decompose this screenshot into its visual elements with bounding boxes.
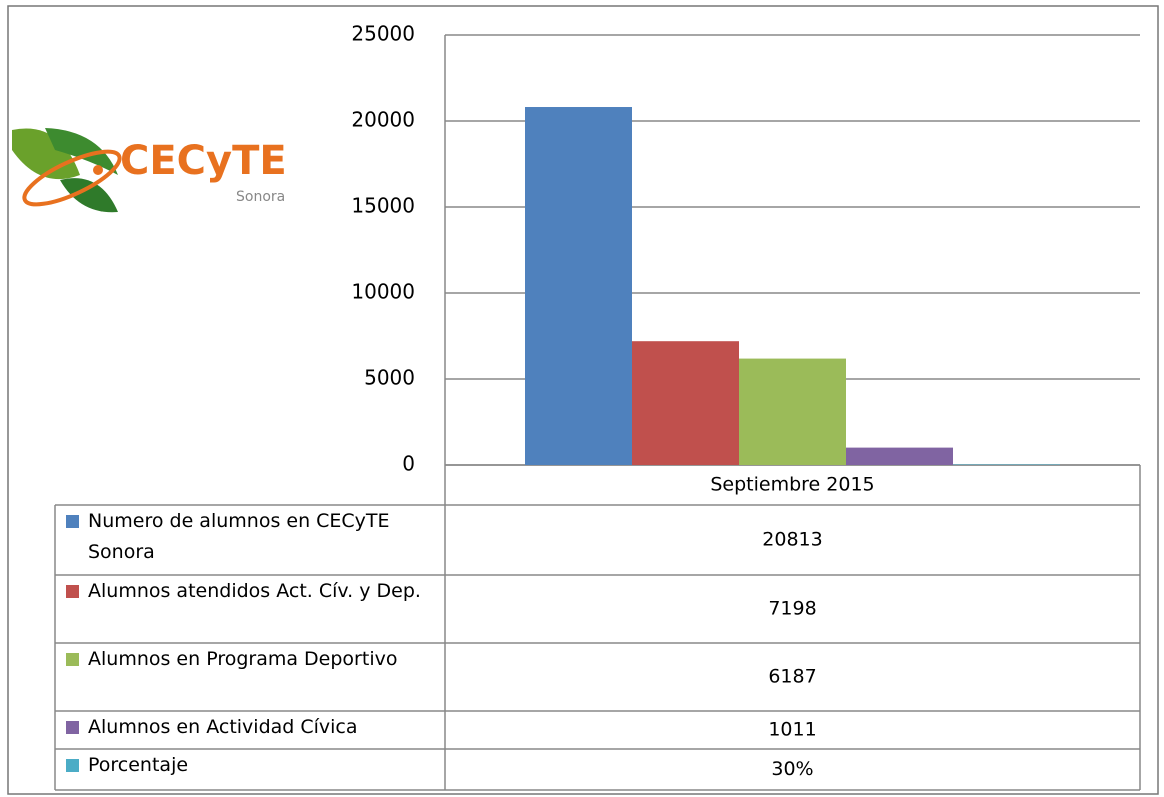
bar [632,341,739,465]
bar [739,358,846,465]
logo: CECyTE Sonora [12,128,287,213]
legend-label: Numero de alumnos en CECyTE Sonora [88,510,390,563]
legend-label-box: Alumnos en Programa Deportivo [88,648,398,670]
legend-label-box: Alumnos atendidos Act. Cív. y Dep. [88,580,421,602]
y-tick-label: 15000 [351,194,415,218]
table-value: 6187 [768,666,816,688]
logo-leaf [45,128,118,175]
table-value: 1011 [768,719,816,741]
legend-label: Alumnos en Actividad Cívica [88,716,358,738]
y-tick-label: 20000 [351,108,415,132]
legend-label: Porcentaje [88,754,189,776]
logo-orbit [22,149,122,207]
y-tick-label: 25000 [351,22,415,46]
legend-swatch [66,585,79,598]
legend-label-box: Alumnos en Actividad Cívica [88,716,358,738]
bar [953,464,1060,465]
legend-label: Alumnos atendidos Act. Cív. y Dep. [88,580,421,602]
logo-leaf [60,178,118,213]
y-tick-label: 0 [402,452,415,476]
legend-label-box: Porcentaje [88,754,189,776]
logo-name: CECyTE [120,138,287,184]
y-tick-label: 10000 [351,280,415,304]
table-value: 7198 [768,598,816,620]
bar [525,107,632,465]
logo-place: Sonora [236,189,285,205]
table-value: 30% [771,758,813,780]
legend-label-box: Numero de alumnos en CECyTE Sonora [88,510,390,563]
legend-label: Alumnos en Programa Deportivo [88,648,398,670]
outer-border [7,5,1159,795]
bar [846,447,953,465]
legend-swatch [66,759,79,772]
legend-swatch [66,721,79,734]
legend-swatch [66,653,79,666]
legend-swatch [66,515,79,528]
table-value: 20813 [762,529,822,551]
x-tick-label: Septiembre 2015 [710,474,874,496]
logo-dot [93,165,103,175]
y-tick-label: 5000 [364,366,415,390]
